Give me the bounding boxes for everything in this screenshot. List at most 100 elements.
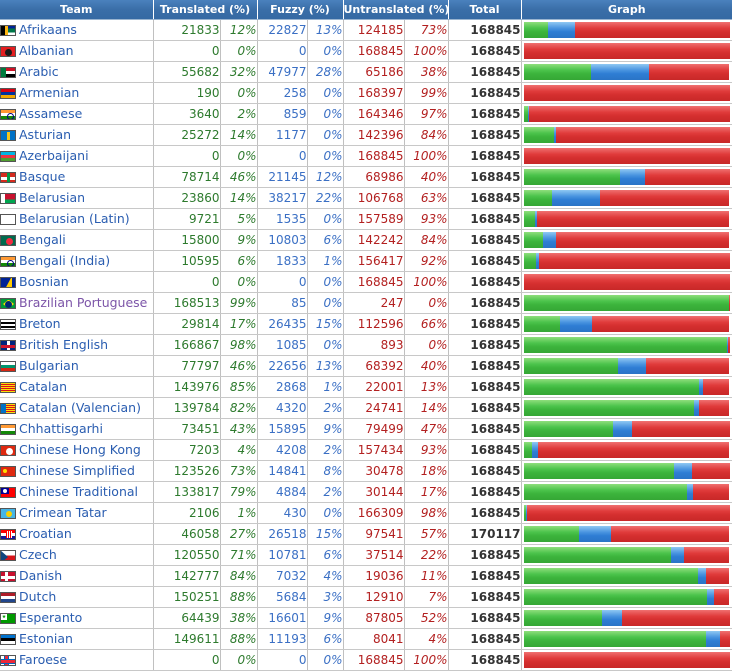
fuzzy-percent: 22% bbox=[307, 188, 343, 209]
team-link[interactable]: Breton bbox=[19, 314, 61, 334]
team-link[interactable]: Belarusian (Latin) bbox=[19, 209, 130, 229]
bar-segment-translated bbox=[524, 379, 700, 395]
column-header-untranslated[interactable]: Untranslated (%) bbox=[343, 0, 448, 20]
untranslated-count: 157434 bbox=[343, 440, 404, 461]
team-link[interactable]: Estonian bbox=[19, 629, 73, 649]
total-count: 168845 bbox=[448, 251, 521, 272]
team-link[interactable]: Czech bbox=[19, 545, 57, 565]
team-link[interactable]: Asturian bbox=[19, 125, 71, 145]
progress-bar bbox=[524, 526, 730, 542]
untranslated-count: 893 bbox=[343, 335, 404, 356]
team-cell: Belarusian (Latin) bbox=[0, 209, 153, 230]
untranslated-count: 156417 bbox=[343, 251, 404, 272]
team-link[interactable]: Catalan (Valencian) bbox=[19, 398, 141, 418]
team-link[interactable]: Bengali bbox=[19, 230, 66, 250]
team-link[interactable]: Crimean Tatar bbox=[19, 503, 107, 523]
untranslated-percent: 14% bbox=[404, 398, 448, 419]
column-header-team[interactable]: Team bbox=[0, 0, 153, 20]
team-cell: Czech bbox=[0, 545, 153, 566]
bar-segment-untranslated bbox=[575, 22, 730, 38]
team-link[interactable]: Faroese bbox=[19, 650, 67, 670]
untranslated-percent: 73% bbox=[404, 20, 448, 41]
total-count: 168845 bbox=[448, 20, 521, 41]
team-cell: Chinese Traditional bbox=[0, 482, 153, 503]
team-link[interactable]: Catalan bbox=[19, 377, 67, 397]
total-count: 168845 bbox=[448, 503, 521, 524]
team-link[interactable]: Assamese bbox=[19, 104, 82, 124]
team-link[interactable]: Azerbaijani bbox=[19, 146, 89, 166]
graph-cell bbox=[521, 209, 732, 230]
team-link[interactable]: Arabic bbox=[19, 62, 59, 82]
untranslated-count: 124185 bbox=[343, 20, 404, 41]
flag-icon bbox=[0, 151, 16, 162]
total-count: 168845 bbox=[448, 230, 521, 251]
bar-segment-translated bbox=[524, 442, 533, 458]
untranslated-percent: 63% bbox=[404, 188, 448, 209]
bar-segment-translated bbox=[524, 64, 592, 80]
column-header-translated[interactable]: Translated (%) bbox=[153, 0, 257, 20]
untranslated-percent: 11% bbox=[404, 566, 448, 587]
team-link[interactable]: Brazilian Portuguese bbox=[19, 293, 147, 313]
untranslated-count: 68392 bbox=[343, 356, 404, 377]
graph-cell bbox=[521, 167, 732, 188]
translated-percent: 12% bbox=[220, 20, 257, 41]
untranslated-count: 97541 bbox=[343, 524, 404, 545]
flag-icon bbox=[0, 403, 16, 414]
team-link[interactable]: Danish bbox=[19, 566, 62, 586]
team-cell: Brazilian Portuguese bbox=[0, 293, 153, 314]
progress-bar bbox=[524, 568, 730, 584]
team-link[interactable]: Dutch bbox=[19, 587, 56, 607]
untranslated-count: 24741 bbox=[343, 398, 404, 419]
team-link[interactable]: Afrikaans bbox=[19, 20, 77, 40]
team-cell: Asturian bbox=[0, 125, 153, 146]
graph-cell bbox=[521, 251, 732, 272]
total-count: 168845 bbox=[448, 209, 521, 230]
team-link[interactable]: Chhattisgarhi bbox=[19, 419, 103, 439]
progress-bar bbox=[524, 64, 730, 80]
team-link[interactable]: British English bbox=[19, 335, 108, 355]
untranslated-count: 112596 bbox=[343, 314, 404, 335]
team-link[interactable]: Chinese Simplified bbox=[19, 461, 135, 481]
flag-icon bbox=[0, 193, 16, 204]
total-count: 168845 bbox=[448, 125, 521, 146]
untranslated-count: 106768 bbox=[343, 188, 404, 209]
total-count: 170117 bbox=[448, 524, 521, 545]
translated-percent: 99% bbox=[220, 293, 257, 314]
bar-segment-translated bbox=[524, 211, 536, 227]
team-link[interactable]: Belarusian bbox=[19, 188, 85, 208]
untranslated-percent: 40% bbox=[404, 167, 448, 188]
column-header-fuzzy[interactable]: Fuzzy (%) bbox=[257, 0, 343, 20]
column-header-total[interactable]: Total bbox=[448, 0, 521, 20]
untranslated-count: 157589 bbox=[343, 209, 404, 230]
team-link[interactable]: Basque bbox=[19, 167, 65, 187]
bar-segment-untranslated bbox=[622, 610, 729, 626]
team-link[interactable]: Bengali (India) bbox=[19, 251, 110, 271]
total-count: 168845 bbox=[448, 293, 521, 314]
team-cell: Estonian bbox=[0, 629, 153, 650]
team-link[interactable]: Chinese Hong Kong bbox=[19, 440, 141, 460]
bar-segment-translated bbox=[524, 337, 728, 353]
flag-icon bbox=[0, 235, 16, 246]
team-link[interactable]: Croatian bbox=[19, 524, 72, 544]
untranslated-percent: 4% bbox=[404, 629, 448, 650]
team-link[interactable]: Chinese Traditional bbox=[19, 482, 138, 502]
fuzzy-percent: 0% bbox=[307, 104, 343, 125]
translated-percent: 14% bbox=[220, 188, 257, 209]
team-link[interactable]: Albanian bbox=[19, 41, 74, 61]
team-link[interactable]: Bulgarian bbox=[19, 356, 79, 376]
bar-segment-untranslated bbox=[556, 232, 729, 248]
team-link[interactable]: Esperanto bbox=[19, 608, 82, 628]
bar-segment-untranslated bbox=[693, 484, 730, 500]
progress-bar bbox=[524, 169, 730, 185]
team-link[interactable]: Bosnian bbox=[19, 272, 69, 292]
fuzzy-count: 16601 bbox=[257, 608, 307, 629]
untranslated-percent: 98% bbox=[404, 503, 448, 524]
team-link[interactable]: Armenian bbox=[19, 83, 79, 103]
